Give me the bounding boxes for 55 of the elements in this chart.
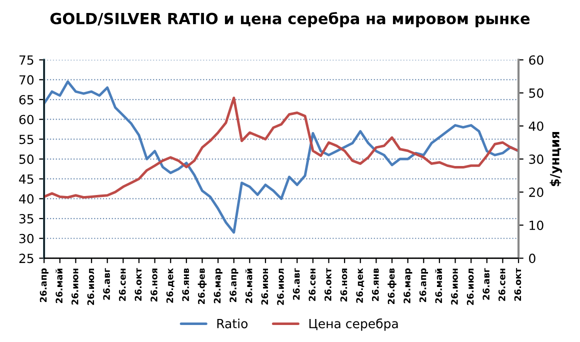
x-tick-label: 26.июн [451,268,458,305]
x-tick-label: 26.окт [514,268,522,301]
x-tick-label: 26.май [55,268,63,304]
x-tick-label: 26.апр [419,268,428,302]
y-tick-label: 30 [19,234,34,244]
x-tick-label: 26.мар [214,268,222,304]
x-tick-label: 26.апр [40,268,48,302]
y2-tick-label: 50 [529,88,544,98]
x-tick-label: 26.июл [277,268,284,305]
x-tick-label: 26.окт [324,268,332,301]
x-tick-label: 26.май [435,268,442,304]
x-tick-label: 26.авг [292,268,300,300]
x-tick-label: 26.окт [134,268,142,301]
y-tick-label: 40 [19,194,34,204]
x-tick-label: 26.июл [87,268,94,305]
y-tick-label: 55 [19,134,34,144]
line-series [44,80,519,234]
x-tick-label: 26.дек [166,268,174,303]
y-tick-label: 75 [19,55,34,65]
x-tick-label: 26.авг [103,268,110,300]
x-tick-label: 26.июн [261,268,268,305]
x-tick-label: 26.сен [308,268,316,301]
y-tick-label: 25 [19,254,34,264]
y-tick-label: 50 [19,154,34,164]
y2-tick-label: 60 [529,55,544,65]
line-series [44,96,519,199]
legend-label: Цена серебра [309,318,398,331]
x-tick-label: 26.сен [498,268,506,301]
x-tick-label: 26.янв [182,268,190,301]
x-tick-label: 26.ноя [340,268,348,302]
x-tick-label: 26.апр [230,268,238,302]
y2-tick-label: 10 [530,220,544,230]
y-tick-label: 60 [19,114,34,124]
x-tick-label: 26.июн [72,268,78,305]
y2-tick-label: 0 [529,254,536,264]
x-tick-label: 26.фев [198,268,207,304]
x-tick-label: 26.июл [466,268,474,305]
y2-axis-title: $/унция [550,132,562,186]
y-tick-label: 45 [19,174,34,184]
x-tick-label: 26.дек [356,268,364,303]
y-tick-label: 35 [19,214,34,224]
y-tick-label: 70 [19,75,34,85]
x-tick-label: 26.мар [404,268,412,304]
y2-tick-label: 40 [528,121,544,131]
x-tick-label: 26.фев [388,268,396,304]
chart-title: GOLD/SILVER RATIO и цена серебра на мировом рынке [50,12,530,28]
legend-label: Ratio [217,318,248,328]
x-tick-label: 26.авг [482,268,490,300]
y-tick-label: 65 [19,94,34,104]
y2-tick-label: 30 [529,154,544,164]
x-tick-label: 26.сен [118,268,126,301]
y2-tick-label: 20 [529,188,544,198]
x-tick-label: 26.май [245,268,252,304]
x-tick-label: 26.ноя [150,268,158,302]
x-tick-label: 26.янв [372,268,379,301]
